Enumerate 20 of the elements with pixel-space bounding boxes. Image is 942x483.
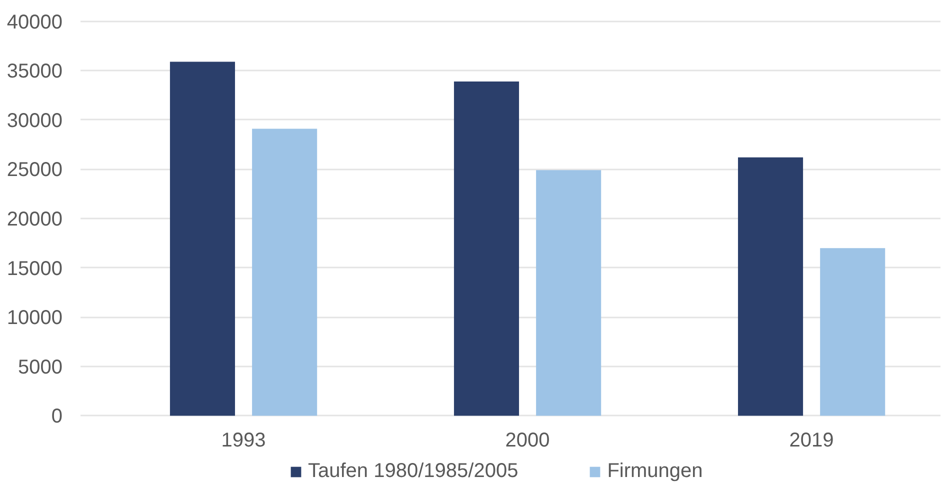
legend-label: Firmungen [607,460,703,483]
y-tick-label: 15000 [6,258,63,280]
legend-label: Taufen 1980/1985/2005 [308,460,518,483]
y-tick-label: 0 [51,406,62,428]
bar [454,81,520,416]
y-tick-label: 35000 [6,60,63,83]
x-tick-label: 1993 [221,430,266,452]
bar [252,128,318,416]
x-tick-label: 2000 [505,430,550,452]
bar [170,62,236,416]
y-tick-label: 20000 [6,208,63,230]
y-tick-label: 5000 [18,356,63,378]
bar [820,248,886,416]
x-tick-label: 2019 [789,430,834,452]
bar [536,170,602,416]
y-tick-label: 40000 [6,11,63,34]
y-tick-label: 10000 [6,307,63,330]
y-tick-label: 30000 [6,110,63,132]
bar [738,157,804,416]
y-tick-label: 25000 [6,159,63,182]
